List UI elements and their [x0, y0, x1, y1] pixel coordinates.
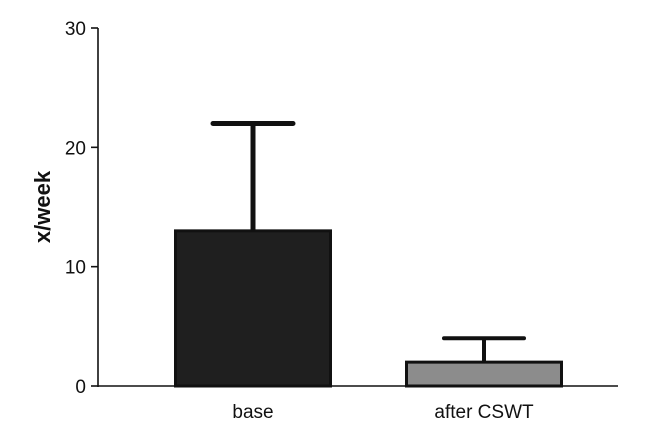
y-tick-label: 20 [65, 138, 86, 159]
x-axis-labels: base after CSWT [232, 402, 534, 422]
y-tick-label: 0 [75, 377, 86, 398]
error-bars [210, 120, 526, 363]
x-category-label: after CSWT [434, 402, 534, 422]
x-category-label: base [232, 402, 273, 422]
bar-after-cswt [405, 360, 563, 388]
y-axis-ticks: 0 10 20 30 [65, 19, 98, 398]
y-tick-label: 10 [65, 258, 86, 279]
y-tick-label: 30 [65, 19, 86, 40]
bar-base [174, 229, 332, 388]
y-axis-title: x/week [30, 170, 55, 243]
bars [174, 229, 563, 388]
